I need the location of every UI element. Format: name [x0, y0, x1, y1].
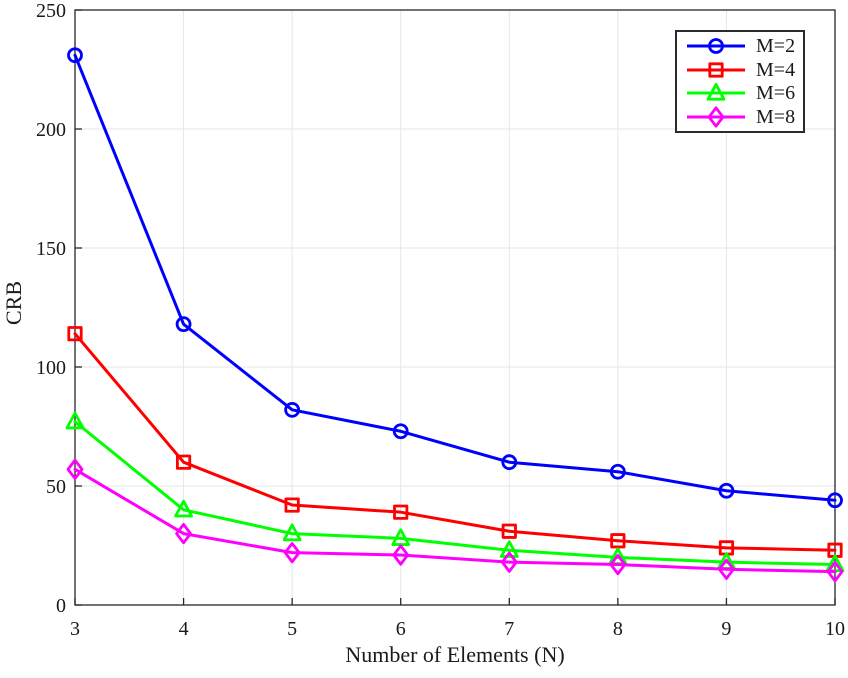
x-axis-label: Number of Elements (N)	[345, 642, 565, 667]
x-tick-label: 8	[613, 618, 623, 640]
diamond-marker	[826, 561, 844, 583]
diamond-marker	[175, 523, 192, 545]
legend-line-sample	[687, 106, 745, 128]
circle-marker	[67, 47, 83, 64]
triangle-marker	[282, 523, 302, 542]
circle-marker	[284, 401, 301, 418]
x-tick-label: 4	[179, 618, 189, 640]
legend-entry-label: M=4	[756, 58, 796, 81]
circle-marker	[718, 482, 735, 499]
legend-entry: M=6	[677, 82, 803, 105]
square-marker	[501, 523, 517, 539]
x-tick-label: 9	[721, 618, 731, 640]
legend-line-sample	[687, 37, 745, 54]
circle-marker	[392, 423, 409, 440]
x-tick-label: 10	[825, 618, 845, 640]
square-marker	[284, 497, 300, 513]
axes-box	[74, 9, 836, 606]
square-marker	[610, 533, 626, 549]
series-line-M=8	[73, 467, 837, 574]
circle-marker	[175, 316, 192, 333]
x-tick-label: 3	[70, 618, 80, 640]
y-axis-label: CRB	[1, 280, 26, 326]
circle-marker	[827, 492, 843, 509]
diamond-marker	[392, 544, 410, 566]
legend-entry: M=8	[677, 106, 803, 129]
triangle-marker	[65, 411, 85, 430]
legend-entry: M=2	[677, 34, 803, 57]
triangle-marker	[499, 540, 519, 558]
series-line-M=2	[73, 53, 837, 502]
y-tick-label: 100	[36, 357, 66, 379]
triangle-marker	[174, 499, 193, 518]
series-line-M=4	[73, 332, 837, 552]
legend-entry: M=4	[677, 58, 803, 81]
legend-entry-label: M=6	[756, 82, 796, 105]
x-tick-label: 5	[287, 618, 297, 640]
y-tick-label: 50	[46, 476, 66, 498]
square-marker	[393, 504, 409, 520]
legend: M=2 M=4 M=6 M=8	[675, 30, 805, 133]
y-tick-label: 250	[36, 0, 66, 22]
circle-marker	[708, 37, 724, 54]
circle-marker	[501, 454, 518, 471]
diamond-marker	[609, 553, 627, 576]
diamond-marker	[500, 551, 518, 573]
square-marker	[175, 454, 192, 470]
legend-line-sample	[687, 62, 745, 78]
legend-entry-label: M=8	[756, 106, 796, 129]
diamond-marker	[66, 458, 84, 480]
x-tick-label: 6	[396, 618, 406, 640]
y-tick-label: 0	[56, 595, 66, 617]
diamond-marker	[707, 106, 725, 128]
diamond-marker	[283, 542, 301, 564]
y-tick-label: 150	[36, 238, 66, 260]
triangle-marker	[706, 83, 726, 101]
series-line-M=6	[73, 420, 837, 567]
y-tick-label: 200	[36, 119, 66, 141]
legend-line-sample	[687, 83, 745, 101]
diamond-marker	[718, 558, 735, 580]
square-marker	[708, 62, 724, 78]
x-tick-label: 7	[504, 618, 514, 640]
square-marker	[67, 326, 83, 342]
legend-entry-label: M=2	[756, 34, 796, 57]
circle-marker	[609, 463, 626, 480]
